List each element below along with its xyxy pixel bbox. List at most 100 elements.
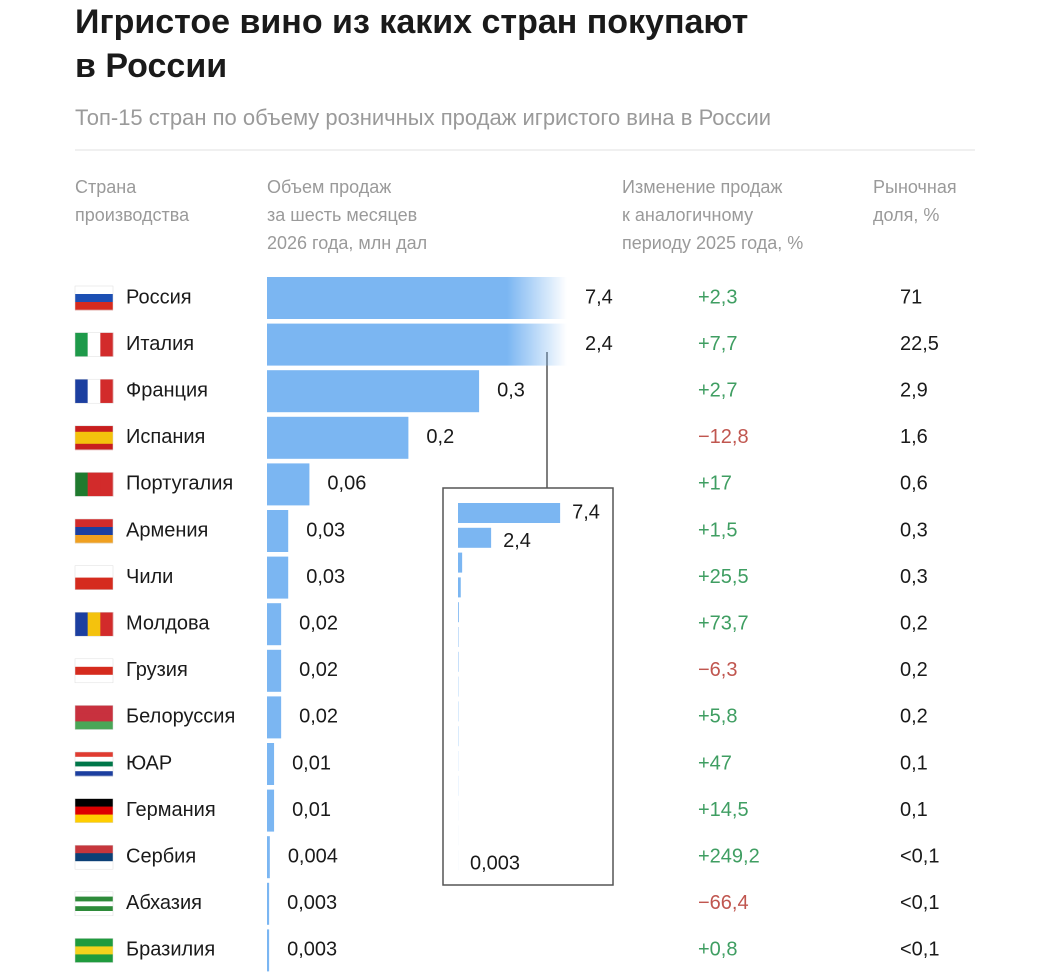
column-header: доля, % <box>873 205 939 225</box>
flag-border <box>74 658 114 684</box>
flag <box>75 332 88 357</box>
country-name: Абхазия <box>126 892 202 914</box>
value-label: 0,02 <box>299 706 338 728</box>
flag <box>75 577 113 590</box>
flag <box>100 332 114 357</box>
flag <box>75 674 113 684</box>
title: Игристое вино из каких стран покупают <box>75 3 748 41</box>
flag <box>100 612 114 637</box>
country-name: Германия <box>126 799 216 821</box>
flag <box>75 946 113 955</box>
flag <box>75 761 113 767</box>
value-label: 0,02 <box>299 659 338 681</box>
bar <box>267 370 480 413</box>
share-label: 0,2 <box>900 612 928 634</box>
flag <box>75 756 113 762</box>
value-label: 0,03 <box>306 519 345 541</box>
bar <box>267 416 409 459</box>
change-label: −6,3 <box>698 659 737 681</box>
flag <box>75 425 113 433</box>
country-name: Чили <box>126 566 173 588</box>
value-label: 0,003 <box>287 892 337 914</box>
flag-border <box>74 798 114 823</box>
flag <box>75 713 113 722</box>
column-header: к аналогичному <box>622 205 753 225</box>
country-name: Молдова <box>126 612 210 634</box>
flag-border <box>74 285 114 311</box>
flag-border <box>74 751 114 777</box>
country-name: Бразилия <box>126 939 215 961</box>
column-header: Объем продаж <box>267 177 391 197</box>
flag <box>75 853 113 862</box>
change-label: +25,5 <box>698 566 749 588</box>
flag <box>75 766 113 772</box>
change-label: +0,8 <box>698 939 737 961</box>
flag <box>75 721 113 730</box>
bar <box>267 649 282 692</box>
change-label: −12,8 <box>698 426 749 448</box>
flag <box>75 437 113 445</box>
column-header: периоду 2025 года, % <box>622 233 803 253</box>
inset-frame <box>442 487 614 886</box>
flag <box>75 286 113 295</box>
inset-bar <box>458 503 561 523</box>
change-label: −66,4 <box>698 892 749 914</box>
value-label: 7,4 <box>585 286 613 308</box>
flag-border <box>74 844 114 870</box>
country-name: Италия <box>126 333 194 355</box>
flag <box>87 472 101 497</box>
flag <box>75 752 113 758</box>
flag <box>100 472 114 497</box>
flag <box>75 666 113 676</box>
share-label: 0,2 <box>900 659 928 681</box>
flag-border <box>74 332 114 357</box>
flag <box>75 565 113 578</box>
title: в России <box>75 47 227 85</box>
value-label: 0,3 <box>497 379 525 401</box>
flag <box>75 658 113 668</box>
inset-bar <box>458 527 492 548</box>
change-label: +2,3 <box>698 286 737 308</box>
inset-label: 7,4 <box>572 501 600 523</box>
flag-border <box>74 891 114 917</box>
flag <box>75 938 113 947</box>
flag-border <box>74 378 114 404</box>
flag-border <box>74 425 114 451</box>
flag <box>75 861 113 870</box>
share-label: <0,1 <box>900 939 939 961</box>
inset-bar <box>458 552 463 573</box>
flag <box>75 443 113 451</box>
value-label: 0,2 <box>426 426 454 448</box>
subtitle: Топ-15 стран по объему розничных продаж … <box>75 105 771 130</box>
value-label: 0,003 <box>287 939 337 961</box>
bar <box>267 743 275 785</box>
change-label: +17 <box>698 473 732 495</box>
country-name: Армения <box>126 519 208 541</box>
flag-border <box>74 472 114 497</box>
flag <box>75 814 113 823</box>
share-label: <0,1 <box>900 892 939 914</box>
flag-border <box>74 565 114 590</box>
flag <box>75 891 113 897</box>
inset-bar <box>458 577 461 598</box>
flag <box>75 798 113 807</box>
column-header: Страна <box>75 177 137 197</box>
value-label: 0,03 <box>306 566 345 588</box>
flag <box>75 431 113 439</box>
flag <box>75 954 113 963</box>
flag <box>75 806 113 815</box>
share-label: 1,6 <box>900 426 928 448</box>
country-name: Белоруссия <box>126 706 235 728</box>
country-name: ЮАР <box>126 752 172 774</box>
flag <box>75 519 113 528</box>
country-name: Испания <box>126 426 205 448</box>
flag <box>75 906 113 912</box>
flag <box>75 612 88 637</box>
column-header: Рыночная <box>873 177 957 197</box>
share-label: 22,5 <box>900 333 939 355</box>
change-label: +47 <box>698 752 732 774</box>
column-header: за шесть месяцев <box>267 205 417 225</box>
flag <box>75 294 113 303</box>
inset-bar <box>458 602 459 623</box>
